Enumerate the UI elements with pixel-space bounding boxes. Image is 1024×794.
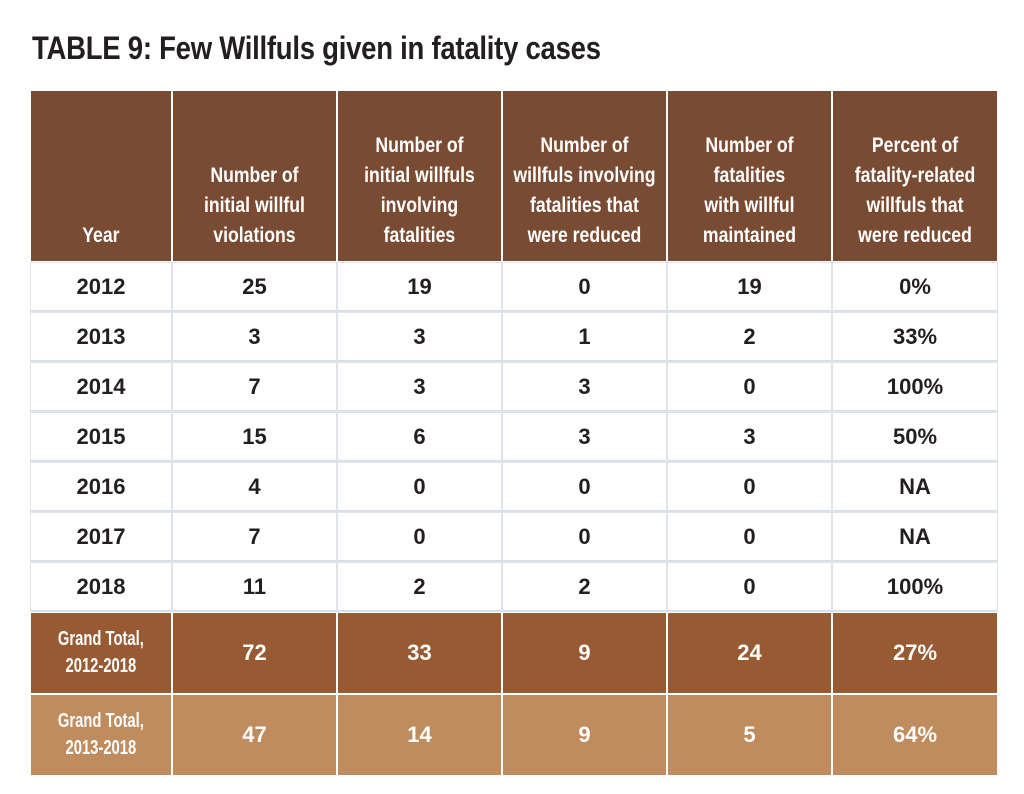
header-line: initial willfuls [364, 164, 475, 187]
header-line: Number of [210, 164, 299, 187]
cell-year: 2015 [31, 413, 171, 461]
total-cell-initial-willfuls-fatalities: 14 [338, 695, 501, 775]
table-row: 2016 4 0 0 0 NA [31, 463, 997, 511]
total-cell-initial-willfuls-fatalities: 33 [338, 613, 501, 693]
table-title: TABLE 9: Few Willfuls given in fatality … [32, 30, 601, 66]
cell-initial-willful-violations: 7 [173, 363, 336, 411]
cell-fatalities-willful-maintained: 0 [668, 563, 831, 611]
cell-willfuls-reduced: 2 [503, 563, 666, 611]
fatality-willfuls-table: Year Number of initial willful violations … [29, 89, 999, 777]
cell-initial-willfuls-fatalities: 3 [338, 363, 501, 411]
cell-initial-willful-violations: 7 [173, 513, 336, 561]
header-line: with willful [704, 194, 795, 217]
cell-willfuls-reduced: 1 [503, 313, 666, 361]
total-cell-percent-reduced: 64% [833, 695, 997, 775]
header-willfuls-reduced: Number of willfuls involving fatalities th… [503, 91, 666, 261]
cell-percent-reduced: 33% [833, 313, 997, 361]
table-row: 2013 3 3 1 2 33% [31, 313, 997, 361]
cell-initial-willful-violations: 3 [173, 313, 336, 361]
header-line: violations [213, 224, 296, 247]
table-row: 2014 7 3 3 0 100% [31, 363, 997, 411]
header-line: fatalities [383, 224, 456, 247]
grand-total-label: Grand Total, 2012-2018 [31, 613, 171, 693]
cell-year: 2013 [31, 313, 171, 361]
cell-initial-willfuls-fatalities: 6 [338, 413, 501, 461]
cell-percent-reduced: 50% [833, 413, 997, 461]
cell-willfuls-reduced: 0 [503, 513, 666, 561]
cell-fatalities-willful-maintained: 3 [668, 413, 831, 461]
table-row: 2015 15 6 3 3 50% [31, 413, 997, 461]
header-line: were reduced [858, 224, 972, 247]
grand-total-label-line2: 2012-2018 [65, 655, 137, 677]
header-line: involving [380, 194, 459, 217]
table-row: 2018 11 2 2 0 100% [31, 563, 997, 611]
header-year: Year [31, 91, 171, 261]
header-row: Year Number of initial willful violations … [31, 91, 997, 261]
cell-year: 2012 [31, 263, 171, 311]
header-line: were reduced [527, 224, 642, 247]
header-percent-reduced: Percent of fatality-related willfuls that w… [833, 91, 997, 261]
header-line: willfuls involving [513, 164, 656, 187]
header-line: initial willful [204, 194, 305, 217]
cell-willfuls-reduced: 0 [503, 263, 666, 311]
cell-percent-reduced: NA [833, 513, 997, 561]
cell-initial-willfuls-fatalities: 3 [338, 313, 501, 361]
total-cell-initial-willful-violations: 72 [173, 613, 336, 693]
cell-fatalities-willful-maintained: 0 [668, 363, 831, 411]
total-cell-fatalities-willful-maintained: 24 [668, 613, 831, 693]
cell-fatalities-willful-maintained: 0 [668, 513, 831, 561]
cell-year: 2017 [31, 513, 171, 561]
header-line: Number of [540, 134, 629, 157]
header-initial-willfuls-fatalities: Number of initial willfuls involving fatali… [338, 91, 501, 261]
grand-total-row: Grand Total, 2013-2018 47 14 9 5 64% [31, 695, 997, 775]
grand-total-label: Grand Total, 2013-2018 [31, 695, 171, 775]
cell-percent-reduced: NA [833, 463, 997, 511]
cell-initial-willfuls-fatalities: 0 [338, 513, 501, 561]
total-cell-fatalities-willful-maintained: 5 [668, 695, 831, 775]
total-cell-initial-willful-violations: 47 [173, 695, 336, 775]
header-line: Number of [705, 134, 794, 157]
cell-fatalities-willful-maintained: 2 [668, 313, 831, 361]
cell-initial-willful-violations: 11 [173, 563, 336, 611]
total-cell-percent-reduced: 27% [833, 613, 997, 693]
cell-initial-willful-violations: 25 [173, 263, 336, 311]
total-cell-willfuls-reduced: 9 [503, 695, 666, 775]
cell-willfuls-reduced: 3 [503, 413, 666, 461]
cell-percent-reduced: 100% [833, 363, 997, 411]
header-line: Year [82, 224, 120, 247]
header-line: Percent of [871, 134, 959, 157]
cell-initial-willfuls-fatalities: 2 [338, 563, 501, 611]
header-line: fatalities [713, 164, 786, 187]
header-line: fatality-related [854, 164, 976, 187]
cell-fatalities-willful-maintained: 0 [668, 463, 831, 511]
grand-total-label-line1: Grand Total, [58, 628, 145, 650]
cell-year: 2018 [31, 563, 171, 611]
grand-total-label-line2: 2013-2018 [65, 737, 137, 759]
cell-willfuls-reduced: 3 [503, 363, 666, 411]
cell-year: 2016 [31, 463, 171, 511]
table-row: 2017 7 0 0 0 NA [31, 513, 997, 561]
cell-percent-reduced: 100% [833, 563, 997, 611]
cell-initial-willfuls-fatalities: 0 [338, 463, 501, 511]
header-line: Number of [375, 134, 464, 157]
cell-initial-willful-violations: 15 [173, 413, 336, 461]
cell-year: 2014 [31, 363, 171, 411]
cell-willfuls-reduced: 0 [503, 463, 666, 511]
grand-total-row: Grand Total, 2012-2018 72 33 9 24 27% [31, 613, 997, 693]
header-line: maintained [702, 224, 797, 247]
cell-initial-willful-violations: 4 [173, 463, 336, 511]
table-row: 2012 25 19 0 19 0% [31, 263, 997, 311]
header-fatalities-willful-maintained: Number of fatalities with willful maintaine… [668, 91, 831, 261]
cell-percent-reduced: 0% [833, 263, 997, 311]
header-line: willfuls that [866, 194, 964, 217]
header-line: fatalities that [530, 194, 639, 217]
cell-initial-willfuls-fatalities: 19 [338, 263, 501, 311]
grand-total-label-line1: Grand Total, [58, 710, 145, 732]
total-cell-willfuls-reduced: 9 [503, 613, 666, 693]
header-initial-willful-violations: Number of initial willful violations [173, 91, 336, 261]
cell-fatalities-willful-maintained: 19 [668, 263, 831, 311]
